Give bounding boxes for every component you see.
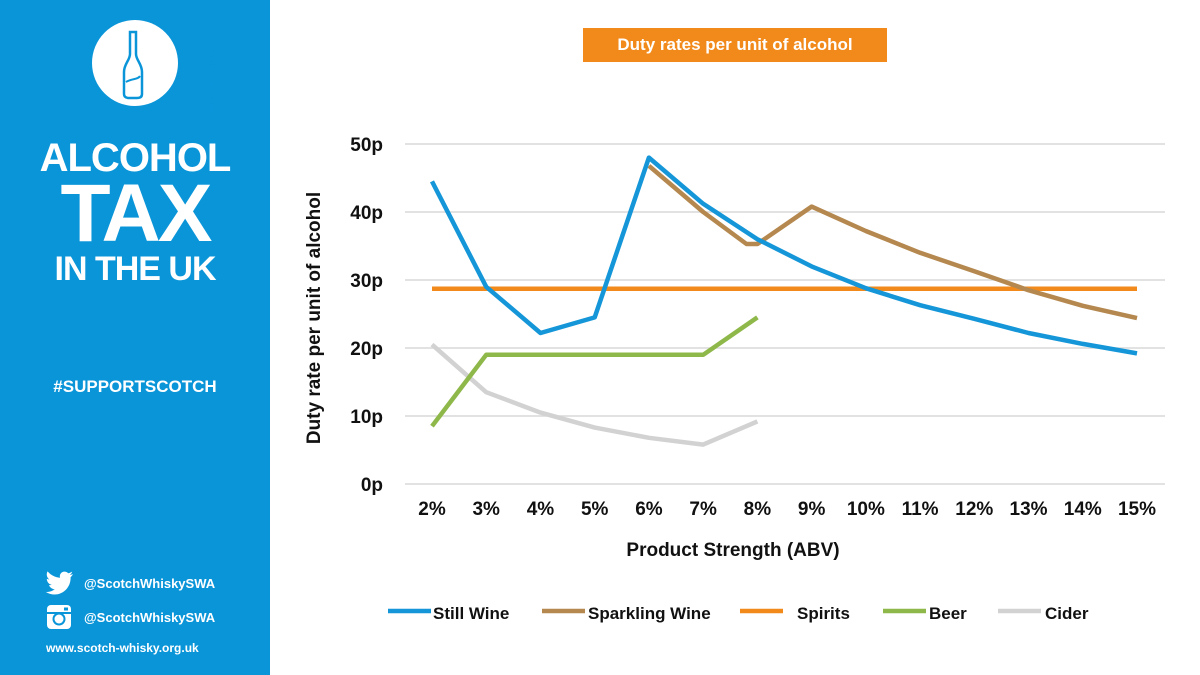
y-tick-labels: 0p 10p 20p 30p 40p 50p <box>350 135 383 496</box>
instagram-icon <box>47 605 71 629</box>
x-tick-label: 10% <box>847 499 885 520</box>
line-chart: 0p 10p 20p 30p 40p 50p 2% 3% 4% 5% 6% 7% 8% 9% 10% 11%… <box>304 135 1165 623</box>
twitter-icon <box>45 571 73 595</box>
x-tick-label: 3% <box>472 499 500 520</box>
y-axis-label: Duty rate per unit of alcohol <box>304 192 325 444</box>
y-tick-label: 10p <box>350 407 383 428</box>
x-tick-label: 15% <box>1118 499 1156 520</box>
series-lines <box>429 155 1138 447</box>
x-tick-label: 13% <box>1010 499 1048 520</box>
series-line-still-wine <box>429 155 1138 356</box>
x-tick-label: 4% <box>527 499 555 520</box>
x-tick-label: 6% <box>635 499 663 520</box>
x-tick-label: 11% <box>902 499 939 520</box>
title-line-1: ALCOHOL <box>39 136 232 180</box>
legend-label: Beer <box>929 604 967 623</box>
x-tick-label: 8% <box>744 499 772 520</box>
legend-label: Spirits <box>797 604 850 623</box>
y-tick-label: 0p <box>361 475 383 496</box>
legend-label: Still Wine <box>433 604 509 623</box>
legend-label: Sparkling Wine <box>588 604 711 623</box>
twitter-link[interactable]: @ScotchWhiskySWA <box>44 571 215 595</box>
logo-text: scotch whisky <box>206 48 216 112</box>
x-tick-label: 12% <box>955 499 993 520</box>
instagram-link[interactable]: @ScotchWhiskySWA <box>44 605 215 629</box>
legend-label: Cider <box>1045 604 1089 623</box>
scotch-whisky-logo: scotch whisky <box>92 20 216 112</box>
title-line-3: IN THE UK <box>54 250 217 288</box>
y-tick-label: 40p <box>350 203 383 224</box>
legend: Still Wine Sparkling Wine Spirits Beer Cider <box>388 604 1089 623</box>
series-line-cider <box>430 342 759 447</box>
title-line-2: TAX <box>60 168 213 259</box>
hashtag[interactable]: #SUPPORTSCOTCH <box>53 377 217 396</box>
website-link[interactable]: www.scotch-whisky.org.uk <box>46 641 199 655</box>
bottle-icon <box>122 30 144 100</box>
gridlines <box>405 143 1165 485</box>
x-tick-label: 9% <box>798 499 826 520</box>
x-tick-label: 5% <box>581 499 609 520</box>
y-tick-label: 20p <box>350 339 383 360</box>
y-tick-label: 30p <box>350 271 383 292</box>
x-tick-label: 14% <box>1064 499 1102 520</box>
instagram-handle: @ScotchWhiskySWA <box>84 609 216 625</box>
x-tick-label: 2% <box>418 499 446 520</box>
sidebar: scotch whisky ALCOHOL TAX IN THE UK #SUP… <box>0 0 270 675</box>
x-tick-label: 7% <box>689 499 717 520</box>
y-tick-label: 50p <box>350 135 383 156</box>
twitter-handle: @ScotchWhiskySWA <box>84 575 216 591</box>
chart-title: Duty rates per unit of alcohol <box>583 28 887 62</box>
series-line-sparkling-wine <box>647 164 1138 321</box>
x-tick-labels: 2% 3% 4% 5% 6% 7% 8% 9% 10% 11% 12% 13% 14% 15% <box>418 499 1156 520</box>
series-line-beer <box>430 315 759 428</box>
x-axis-label: Product Strength (ABV) <box>626 540 839 561</box>
